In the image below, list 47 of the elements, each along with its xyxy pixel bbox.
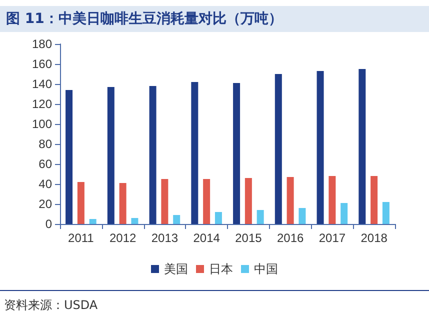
x-tick-label: 2015 <box>235 231 262 245</box>
y-tick-label: 20 <box>38 197 52 211</box>
bar <box>328 176 336 224</box>
y-tick-label: 180 <box>32 37 52 51</box>
bar <box>274 74 282 224</box>
bar <box>66 90 73 224</box>
legend-label: 美国 <box>164 262 188 276</box>
x-tick-label: 2011 <box>68 231 94 245</box>
bar <box>370 176 378 224</box>
bar <box>203 179 210 224</box>
y-tick-label: 160 <box>32 57 52 71</box>
bar <box>149 86 156 224</box>
bar <box>214 212 222 224</box>
bar <box>89 219 96 224</box>
y-tick-label: 80 <box>38 137 52 151</box>
bar <box>298 208 306 224</box>
x-tick-label: 2016 <box>276 231 304 245</box>
bar <box>244 178 252 224</box>
bar <box>77 182 84 224</box>
bar <box>382 202 390 224</box>
x-tick-label: 2018 <box>360 231 388 245</box>
legend-label: 日本 <box>209 262 233 276</box>
bar <box>107 87 114 224</box>
x-tick-label: 2013 <box>151 231 178 245</box>
x-tick-label: 2014 <box>193 231 220 245</box>
y-tick-label: 60 <box>38 157 52 171</box>
y-tick-label: 40 <box>38 177 52 191</box>
bar <box>191 82 198 224</box>
x-tick-label: 2017 <box>318 231 346 245</box>
chart-title: 图 11：中美日咖啡生豆消耗量对比（万吨） <box>0 6 429 32</box>
y-tick-label: 140 <box>32 77 52 91</box>
bar <box>233 83 240 224</box>
bar <box>131 218 138 224</box>
bar <box>316 71 324 224</box>
bar <box>119 183 126 224</box>
legend-label: 中国 <box>254 262 278 276</box>
bar <box>286 177 294 224</box>
text: 资料来源：USDA <box>0 290 429 314</box>
y-tick-label: 100 <box>32 117 52 131</box>
y-tick-label: 120 <box>32 97 52 111</box>
y-tick-label: 0 <box>45 217 52 231</box>
bar <box>358 69 366 224</box>
bar <box>161 179 168 224</box>
bar <box>256 210 264 224</box>
bar <box>173 215 180 224</box>
x-tick-label: 2012 <box>109 231 136 245</box>
bar <box>340 203 348 224</box>
